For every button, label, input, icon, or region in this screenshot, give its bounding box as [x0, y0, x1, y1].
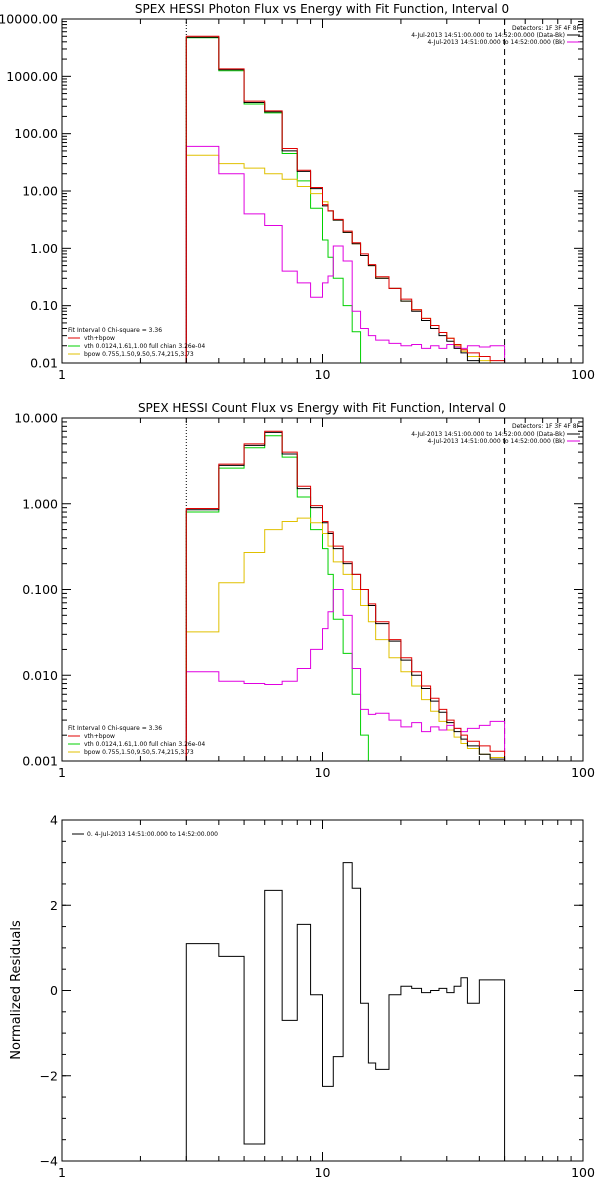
count-legend-label-vth: vth 0.0124,1.61,1.00 full chian 3.26e-04	[84, 741, 205, 748]
residuals-y-tick-label: 4	[50, 813, 58, 828]
count-y-tick-label: 10.000	[14, 411, 58, 426]
count-y-tick-label: 0.001	[22, 754, 58, 769]
photon-plot-area	[185, 19, 506, 363]
count-y-tick-label: 1.000	[22, 496, 58, 511]
count-series-data	[185, 431, 516, 761]
photon-y-tick-label: 10.00	[22, 184, 58, 199]
photon-detectors-label: Detectors: 1F 3F 4F 8F	[512, 25, 581, 32]
count-plot-area	[185, 418, 516, 761]
count-x-tick-label: 1	[58, 765, 66, 780]
residuals-y-tick-label: 0	[50, 983, 58, 998]
photon-series-bk	[185, 145, 506, 363]
photon-interval-label-data: 4-Jul-2013 14:51:00.000 to 14:52:00.000 …	[411, 32, 565, 39]
count-legend-label-bpow: bpow 0.755,1.50,9.50,5.74,215,3.73	[84, 749, 194, 756]
photon-y-tick-label: 0.01	[30, 356, 58, 371]
count-y-tick-label: 0.100	[22, 582, 58, 597]
photon-x-tick-label: 10	[315, 367, 331, 382]
count-flux-panel: SPEX HESSI Count Flux vs Energy with Fit…	[14, 401, 595, 780]
count-ticks: 1 10 100 0.001 0.010 0.100 1.000 10.000	[14, 411, 595, 781]
photon-legend-label-bpow: bpow 0.755,1.50,9.50,5.74,215,3.73	[84, 351, 194, 358]
count-series-bpow	[185, 517, 516, 761]
count-x-tick-label: 10	[315, 765, 331, 780]
photon-legend-label-total: vth+bpow	[84, 335, 115, 342]
count-legend-header: Fit Interval 0 Chi-square = 3.36	[68, 725, 162, 732]
residuals-x-tick-label: 10	[315, 1165, 331, 1180]
photon-y-tick-label: 1.00	[30, 241, 58, 256]
photon-fit-legend: Fit Interval 0 Chi-square = 3.36 vth+bpo…	[68, 327, 205, 358]
residuals-x-tick-label: 100	[571, 1165, 595, 1180]
count-series-vth	[185, 435, 516, 761]
photon-legend-label-vth: vth 0.0124,1.61,1.00 full chian 3.26e-04	[84, 343, 205, 350]
residuals-x-tick-label: 1	[58, 1165, 66, 1180]
count-fit-legend: Fit Interval 0 Chi-square = 3.36 vth+bpo…	[68, 725, 205, 756]
photon-series-total	[185, 35, 506, 363]
count-interval-label-bk: 4-Jul-2013 14:51:00.000 to 14:52:00.000 …	[427, 438, 565, 445]
photon-chart-title: SPEX HESSI Photon Flux vs Energy with Fi…	[135, 2, 509, 16]
photon-y-tick-label: 1000.00	[6, 69, 58, 84]
residuals-series-data	[185, 862, 506, 1161]
photon-interval-legend: Detectors: 1F 3F 4F 8F 4-Jul-2013 14:51:…	[411, 25, 580, 46]
photon-legend-header: Fit Interval 0 Chi-square = 3.36	[68, 327, 162, 334]
residuals-y-tick-label: −4	[40, 1154, 58, 1169]
count-detectors-label: Detectors: 1F 3F 4F 8F	[512, 423, 581, 430]
residuals-legend-label: 0. 4-Jul-2013 14:51:00.000 to 14:52:00.0…	[87, 831, 218, 838]
photon-y-tick-label: 10000.00	[0, 12, 58, 27]
photon-series-data	[185, 36, 505, 363]
residuals-ticks: 1 10 100 −4 −2 0 2 4	[40, 813, 595, 1181]
residuals-y-tick-label: −2	[40, 1068, 58, 1083]
photon-ticks: 1 10 100 0.01 0.10 1.00 10.00 100.00 1000.00 1000…	[0, 12, 595, 383]
photon-flux-panel: SPEX HESSI Photon Flux vs Energy with Fi…	[0, 2, 595, 382]
residuals-plot-area	[185, 862, 506, 1161]
residuals-panel: 1 10 100 −4 −2 0 2 4 Normalized Residuals 0. 4-…	[9, 813, 595, 1181]
count-y-tick-label: 0.010	[22, 668, 58, 683]
photon-x-tick-label: 1	[58, 367, 66, 382]
photon-y-tick-label: 0.10	[30, 298, 58, 313]
photon-series-bpow	[185, 154, 505, 363]
count-interval-label-data: 4-Jul-2013 14:51:00.000 to 14:52:00.000 …	[411, 431, 565, 438]
photon-interval-label-bk: 4-Jul-2013 14:51:00.000 to 14:52:00.000 …	[427, 39, 565, 46]
count-series-total	[185, 430, 516, 761]
count-chart-title: SPEX HESSI Count Flux vs Energy with Fit…	[138, 401, 506, 415]
photon-series-vth	[185, 37, 505, 363]
residuals-y-axis-label: Normalized Residuals	[9, 920, 24, 1060]
photon-y-tick-label: 100.00	[14, 126, 58, 141]
residuals-y-tick-label: 2	[50, 898, 58, 913]
photon-x-tick-label: 100	[571, 367, 595, 382]
count-x-tick-label: 100	[571, 765, 595, 780]
residuals-legend: 0. 4-Jul-2013 14:51:00.000 to 14:52:00.0…	[72, 831, 218, 838]
count-interval-legend: Detectors: 1F 3F 4F 8F 4-Jul-2013 14:51:…	[411, 423, 580, 445]
count-legend-label-total: vth+bpow	[84, 733, 115, 740]
